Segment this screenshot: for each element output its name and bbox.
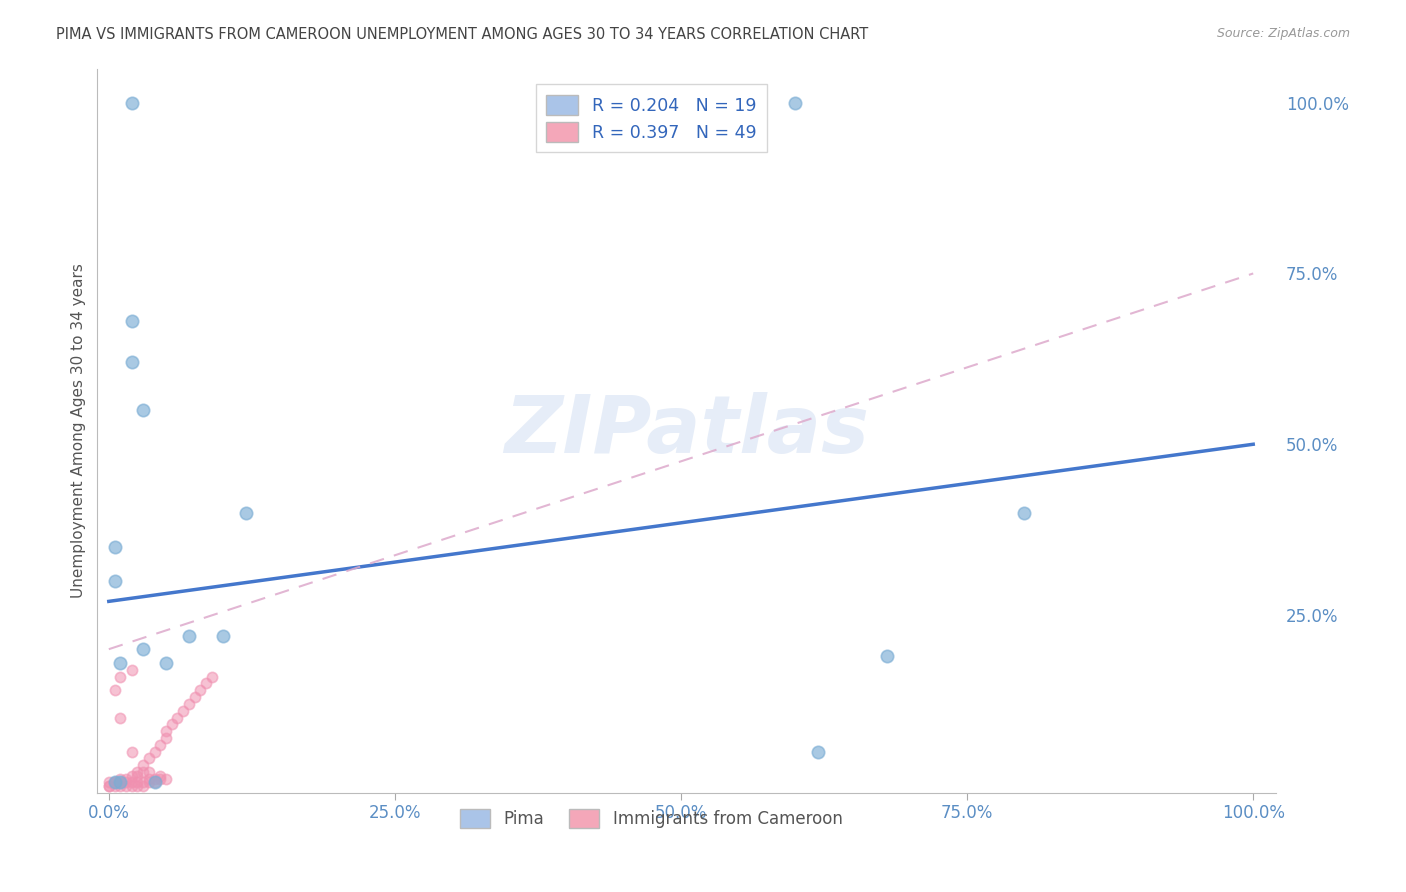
Text: Source: ZipAtlas.com: Source: ZipAtlas.com — [1216, 27, 1350, 40]
Text: PIMA VS IMMIGRANTS FROM CAMEROON UNEMPLOYMENT AMONG AGES 30 TO 34 YEARS CORRELAT: PIMA VS IMMIGRANTS FROM CAMEROON UNEMPLO… — [56, 27, 869, 42]
Point — [110, 775, 132, 789]
Y-axis label: Unemployment Among Ages 30 to 34 years: Unemployment Among Ages 30 to 34 years — [72, 263, 86, 598]
Point — [97, 779, 120, 793]
Point — [115, 779, 138, 793]
Point — [132, 765, 155, 780]
Point — [172, 704, 194, 718]
Point — [143, 775, 166, 789]
Point — [143, 772, 166, 786]
Point — [121, 355, 143, 369]
Point — [110, 710, 132, 724]
Point — [138, 775, 160, 789]
Text: ZIPatlas: ZIPatlas — [505, 392, 869, 469]
Point — [143, 745, 166, 759]
Point — [121, 745, 143, 759]
Point — [807, 745, 830, 759]
Point — [155, 656, 177, 670]
Point — [149, 768, 172, 782]
Point — [103, 775, 125, 789]
Point — [235, 506, 257, 520]
Point — [110, 775, 132, 789]
Point — [121, 768, 143, 782]
Point — [149, 772, 172, 786]
Point — [115, 775, 138, 789]
Point — [132, 758, 155, 772]
Point — [115, 772, 138, 786]
Point — [138, 765, 160, 780]
Point — [132, 403, 155, 417]
Point — [155, 724, 177, 739]
Point — [121, 775, 143, 789]
Point — [103, 775, 125, 789]
Point — [212, 628, 235, 642]
Point — [1014, 506, 1036, 520]
Point — [121, 95, 143, 110]
Point — [97, 775, 120, 789]
Point — [127, 775, 149, 789]
Point — [110, 669, 132, 683]
Point — [160, 717, 183, 731]
Point — [195, 676, 218, 690]
Point — [110, 772, 132, 786]
Point — [201, 669, 224, 683]
Point — [785, 95, 807, 110]
Point — [127, 765, 149, 780]
Point — [166, 710, 188, 724]
Point — [149, 738, 172, 752]
Point — [103, 683, 125, 698]
Point — [183, 690, 205, 704]
Point — [132, 775, 155, 789]
Point — [103, 574, 125, 588]
Point — [103, 775, 125, 789]
Point — [155, 731, 177, 745]
Point — [138, 751, 160, 765]
Point — [188, 683, 211, 698]
Point — [127, 768, 149, 782]
Point — [177, 697, 200, 711]
Point — [121, 314, 143, 328]
Point — [121, 779, 143, 793]
Point — [121, 663, 143, 677]
Legend: Pima, Immigrants from Cameroon: Pima, Immigrants from Cameroon — [454, 803, 849, 835]
Point — [97, 779, 120, 793]
Point — [143, 775, 166, 789]
Point — [177, 628, 200, 642]
Point — [876, 648, 898, 663]
Point — [103, 779, 125, 793]
Point — [138, 772, 160, 786]
Point — [127, 779, 149, 793]
Point — [132, 642, 155, 657]
Point — [110, 779, 132, 793]
Point — [155, 772, 177, 786]
Point — [132, 779, 155, 793]
Point — [110, 656, 132, 670]
Point — [103, 540, 125, 554]
